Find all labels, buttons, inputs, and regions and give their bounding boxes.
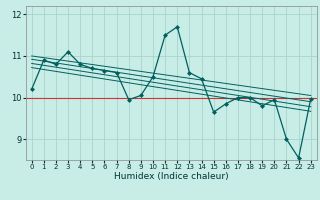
X-axis label: Humidex (Indice chaleur): Humidex (Indice chaleur) <box>114 172 228 181</box>
